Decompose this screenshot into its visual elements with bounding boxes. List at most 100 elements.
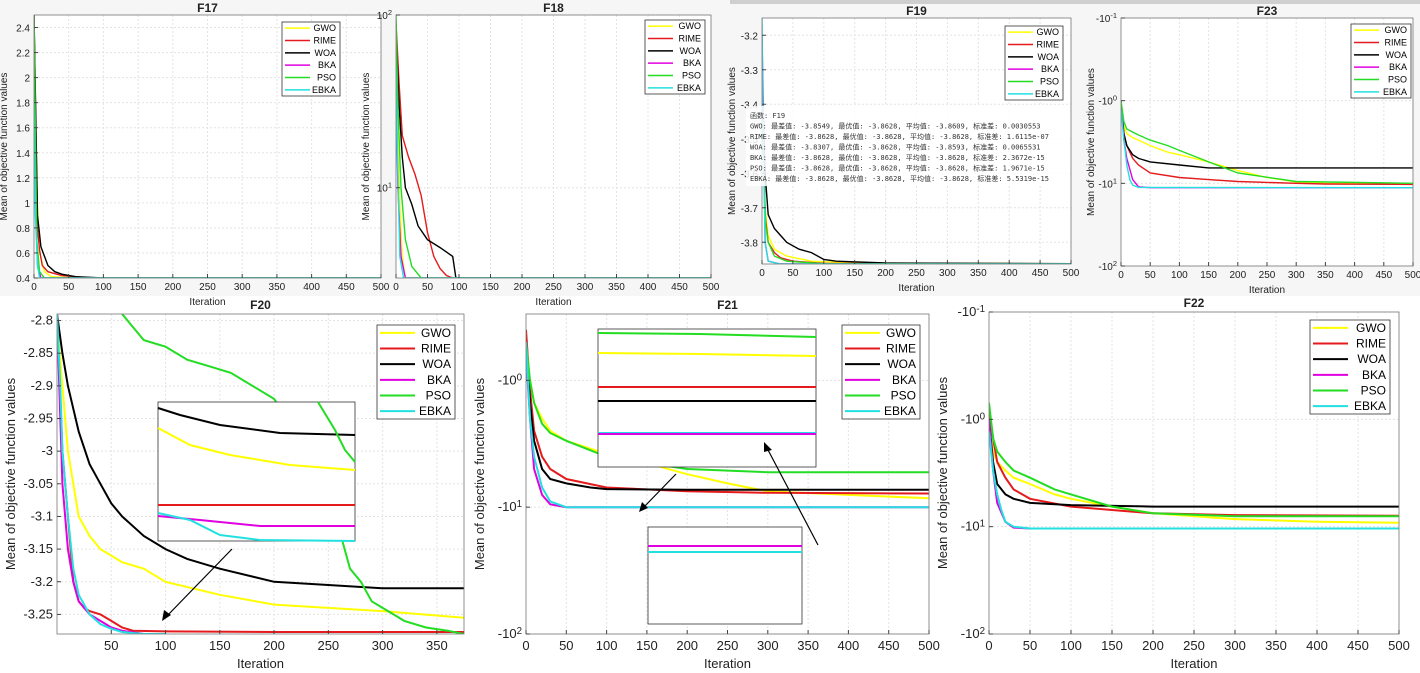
x-tick-label: 200 xyxy=(514,282,531,293)
x-tick-label: 50 xyxy=(422,282,434,293)
x-tick-label: 150 xyxy=(209,638,231,653)
chart-title: F20 xyxy=(250,298,271,312)
chart-f20: 50 100 150 200 250 300 350 -2.8 -2.85 -2.9 -2.95 -3… xyxy=(3,298,465,671)
x-tick-label: 100 xyxy=(1171,270,1188,281)
legend-box xyxy=(376,324,456,420)
series-group xyxy=(57,314,464,634)
x-tick-label: 0 xyxy=(393,282,399,293)
f21-zoom-inset-top xyxy=(597,328,817,468)
y-tick-label: -2.85 xyxy=(23,345,53,360)
y-tick-label: 2.2 xyxy=(16,49,30,60)
x-tick-label: 200 xyxy=(877,268,894,279)
y-tick-label: -101 xyxy=(498,499,522,514)
x-tick-label: 100 xyxy=(815,268,832,279)
series-line-ebka xyxy=(989,431,1399,530)
f21-arrow-right xyxy=(766,447,819,546)
legend-box xyxy=(1350,23,1412,99)
legend-box xyxy=(281,21,341,97)
series-group xyxy=(1121,100,1413,189)
legend-label: PSO xyxy=(317,73,336,83)
x-tick-label: 250 xyxy=(717,638,739,653)
legend-label: EBKA xyxy=(419,404,451,418)
x-tick-label: 50 xyxy=(104,638,118,653)
f20-zoom-inset xyxy=(157,401,356,542)
legend-label: PSO xyxy=(682,71,701,81)
x-tick-label: 100 xyxy=(95,282,112,293)
legend-label: BKA xyxy=(1389,62,1407,72)
legend-label: BKA xyxy=(1362,368,1386,382)
y-tick-label: -2.95 xyxy=(23,410,53,425)
y-tick-label: -3.15 xyxy=(23,541,53,556)
y-tick-label: 0.8 xyxy=(16,224,30,235)
legend-label: WOA xyxy=(315,48,337,58)
x-tick-label: 300 xyxy=(939,268,956,279)
inset-frame xyxy=(597,328,817,468)
legend-box xyxy=(644,19,706,95)
chart-title: F21 xyxy=(717,298,738,312)
y-tick-label: -3.2 xyxy=(741,31,759,42)
x-tick-label: 50 xyxy=(63,282,75,293)
y-tick-label: -3.7 xyxy=(741,204,759,215)
x-tick-label: 150 xyxy=(130,282,147,293)
legend-label: BKA xyxy=(683,58,701,68)
y-tick-label: -102 xyxy=(498,626,522,641)
y-axis-label: Mean of objective function values xyxy=(935,376,950,569)
x-tick-label: 200 xyxy=(676,638,698,653)
y-tick-label: -102 xyxy=(1098,259,1117,273)
y-axis-label: Mean of objective function values xyxy=(727,67,738,215)
x-tick-label: 400 xyxy=(838,638,860,653)
top-window-edge xyxy=(730,0,1420,4)
f19-stats-note: 函数: F19 GWO: 最差值: -3.8549, 最优值: -3.8628, … xyxy=(746,106,1068,186)
y-axis-label: Mean of objective function values xyxy=(3,377,18,570)
x-tick-label: 400 xyxy=(1306,638,1328,653)
legend-label: WOA xyxy=(887,357,916,371)
x-axis-label: Iteration xyxy=(704,656,751,671)
chart-title: F18 xyxy=(543,1,564,15)
x-tick-label: 0 xyxy=(985,638,992,653)
chart-f22: 0 50 100 150 200 250 300 350 400 450 500-10-1-100-… xyxy=(935,296,1410,671)
series-line-rime xyxy=(526,329,929,495)
x-tick-label: 350 xyxy=(426,638,448,653)
y-tick-label: -2.8 xyxy=(31,313,53,328)
legend-label: BKA xyxy=(1041,64,1059,74)
x-tick-label: 250 xyxy=(317,638,339,653)
x-tick-label: 100 xyxy=(1060,638,1082,653)
f20-arrow xyxy=(165,548,233,618)
note-line: PSO: 最差值: -3.8628, 最优值: -3.8628, 平均值: -3… xyxy=(750,164,1045,173)
series-line-ebka xyxy=(396,66,711,278)
legend-label: PSO xyxy=(1388,75,1407,85)
x-tick-label: 500 xyxy=(918,638,940,653)
series-line-woa xyxy=(989,419,1399,508)
x-tick-label: 50 xyxy=(787,268,799,279)
note-line: GWO: 最差值: -3.8549, 最优值: -3.8628, 平均值: -3… xyxy=(750,122,1041,131)
y-tick-label: -100 xyxy=(498,372,523,387)
x-tick-label: 450 xyxy=(1032,268,1049,279)
x-tick-label: 0 xyxy=(522,638,529,653)
x-tick-label: 500 xyxy=(1063,268,1080,279)
y-tick-label: 0.4 xyxy=(16,274,30,285)
inset-frame xyxy=(647,526,803,625)
legend-label: WOA xyxy=(1357,352,1386,366)
y-tick-label: -3 xyxy=(41,443,53,458)
x-tick-label: 300 xyxy=(1224,638,1246,653)
inset-frame xyxy=(157,401,356,542)
x-tick-label: 300 xyxy=(757,638,779,653)
series-line-woa xyxy=(1121,100,1413,169)
legend-label: PSO xyxy=(426,389,451,403)
x-tick-label: 350 xyxy=(1265,638,1287,653)
y-tick-label: -100 xyxy=(1098,94,1117,108)
note-line: WOA: 最差值: -3.8307, 最优值: -3.8628, 平均值: -3… xyxy=(750,143,1041,152)
series-line-rime xyxy=(396,22,711,278)
inset-woa xyxy=(157,407,356,436)
y-tick-label: 2 xyxy=(24,74,30,85)
x-tick-label: 200 xyxy=(263,638,285,653)
x-axis-label: Iteration xyxy=(237,656,284,671)
chart-title: F22 xyxy=(1184,296,1205,310)
legend-label: WOA xyxy=(1386,50,1408,60)
inset-gwo xyxy=(157,427,356,471)
x-tick-label: 350 xyxy=(608,282,625,293)
